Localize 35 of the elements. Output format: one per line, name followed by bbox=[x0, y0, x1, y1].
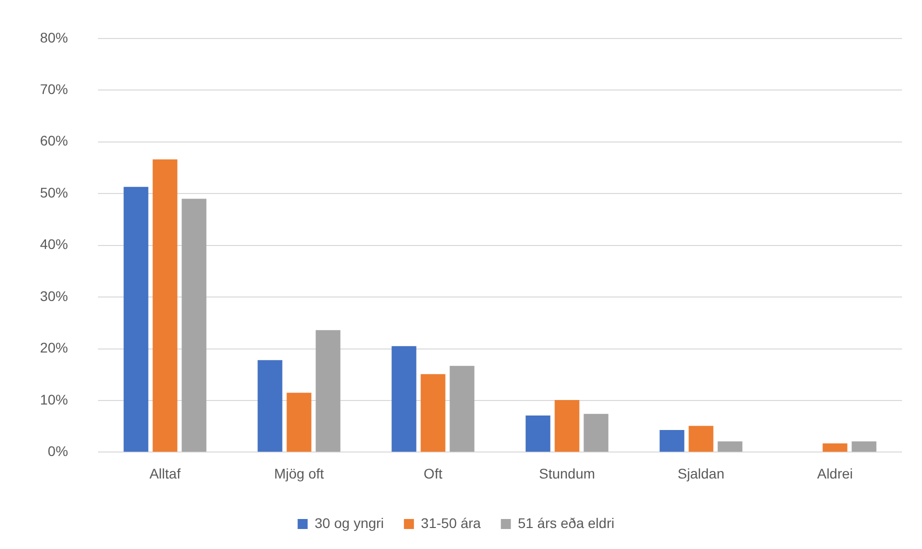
bar bbox=[718, 441, 742, 452]
bar bbox=[660, 430, 684, 452]
bar bbox=[852, 441, 876, 452]
bar bbox=[554, 400, 580, 452]
y-tick-label: 70% bbox=[40, 80, 68, 97]
y-tick-label: 80% bbox=[40, 29, 68, 46]
bar bbox=[450, 366, 474, 452]
bar bbox=[152, 159, 178, 452]
y-tick-label: 50% bbox=[40, 184, 68, 200]
bar bbox=[526, 415, 550, 452]
bar bbox=[392, 346, 416, 452]
bar bbox=[822, 443, 848, 452]
legend-label: 31-50 ára bbox=[420, 514, 482, 531]
y-tick-label: 60% bbox=[40, 132, 68, 149]
y-tick-label: 30% bbox=[40, 288, 68, 304]
x-tick-label: Mjög oft bbox=[274, 465, 324, 482]
x-tick-label: Alltaf bbox=[149, 465, 181, 482]
bar bbox=[258, 360, 282, 452]
bar bbox=[316, 330, 340, 452]
legend-label: 51 árs eða eldri bbox=[518, 514, 614, 531]
y-tick-label: 0% bbox=[48, 443, 68, 460]
legend-label: 30 og yngri bbox=[314, 514, 384, 531]
bar bbox=[182, 198, 206, 452]
bar bbox=[124, 186, 148, 452]
bar bbox=[584, 414, 608, 452]
x-tick-label: Aldrei bbox=[817, 465, 853, 482]
x-tick-label: Stundum bbox=[538, 465, 596, 482]
y-tick-label: 40% bbox=[40, 236, 68, 252]
bar bbox=[286, 392, 312, 452]
x-tick-label: Oft bbox=[424, 465, 442, 482]
y-tick-label: 10% bbox=[40, 391, 68, 408]
y-tick-label: 20% bbox=[40, 340, 68, 356]
bar bbox=[420, 374, 446, 452]
bar bbox=[688, 426, 714, 452]
x-tick-label: Sjaldan bbox=[678, 465, 724, 482]
